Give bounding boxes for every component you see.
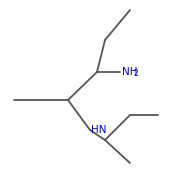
Text: HN: HN [91, 125, 107, 135]
Text: 2: 2 [134, 69, 139, 78]
Text: NH: NH [122, 67, 137, 77]
